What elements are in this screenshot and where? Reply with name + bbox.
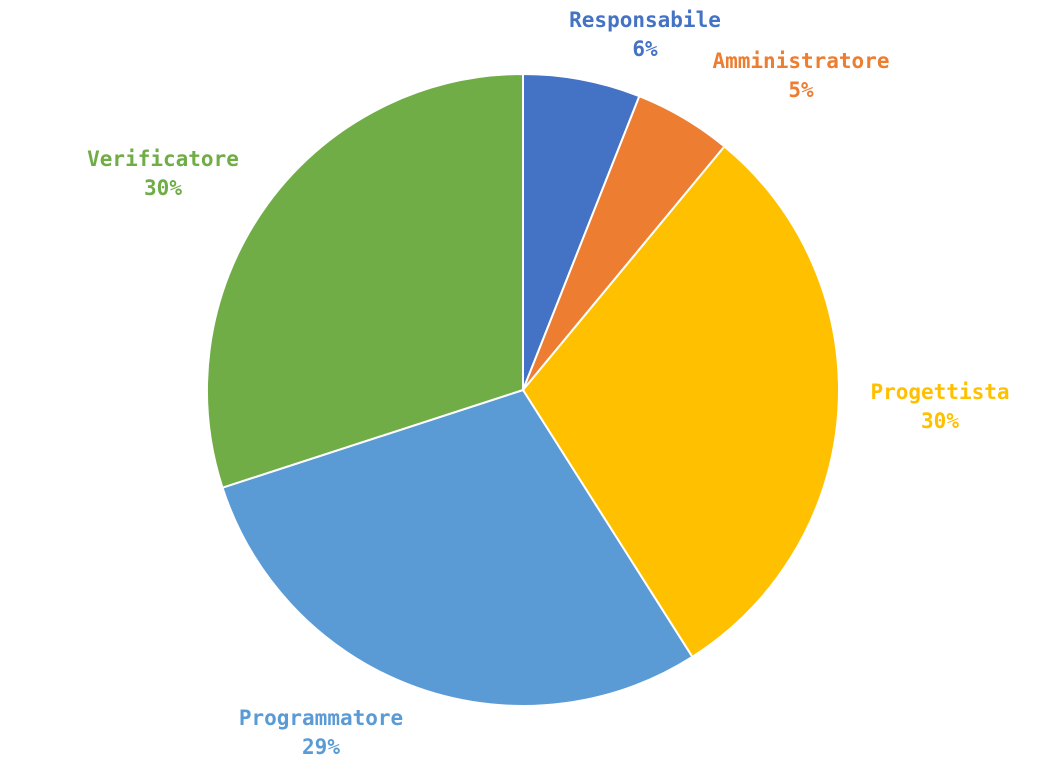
pie-slice-responsabile [522, 72, 641, 391]
slice-label-verificatore: Verificatore [87, 147, 239, 171]
pie-slice-progettista [521, 145, 840, 659]
slice-percent-programmatore: 29% [302, 735, 340, 759]
slice-percent-responsabile: 6% [632, 37, 658, 61]
slice-percent-progettista: 30% [921, 409, 959, 433]
pie-slice-verificatore [206, 72, 524, 489]
pie-slices [206, 72, 840, 707]
slice-label-progettista: Progettista [870, 380, 1009, 404]
pie-labels: Responsabile 6% Amministratore 5% Progettist… [87, 8, 1009, 759]
pie-slice-programmatore [221, 388, 694, 707]
slice-label-programmatore: Programmatore [239, 706, 403, 730]
slice-label-amministratore: Amministratore [712, 49, 889, 73]
slice-percent-amministratore: 5% [788, 78, 814, 102]
slice-label-responsabile: Responsabile [569, 8, 721, 32]
slice-percent-verificatore: 30% [144, 176, 182, 200]
